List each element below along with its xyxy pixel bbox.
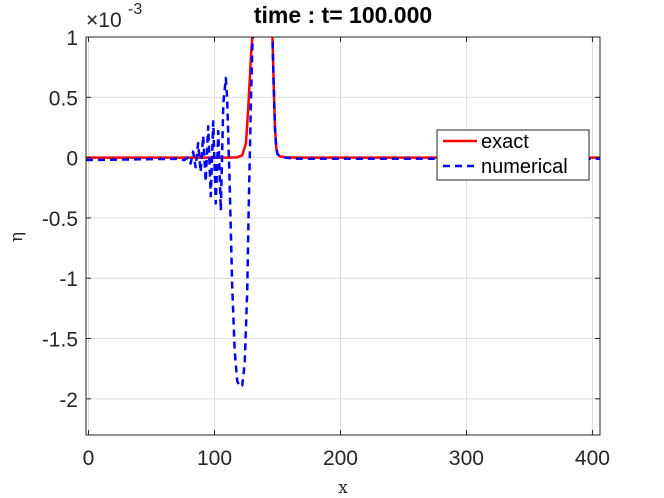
y-tick-label: 1	[66, 27, 78, 50]
x-axis-label: x	[338, 478, 348, 498]
x-tick-label: 0	[83, 447, 95, 470]
y-tick-label: 0.5	[49, 87, 78, 110]
axes-box	[85, 36, 601, 436]
y-tick-label: -0.5	[42, 208, 78, 231]
y-axis-label: η	[7, 232, 27, 242]
y-tick-label: -1	[59, 268, 78, 291]
series-layer	[86, 37, 600, 389]
ticks	[86, 36, 600, 435]
legend: exact numerical	[436, 129, 590, 181]
x-tick-label: 100	[197, 447, 232, 470]
x-tick-label: 400	[575, 447, 610, 470]
series-line-numerical	[86, 37, 600, 389]
y-exponent-base: ×10	[86, 9, 122, 32]
legend-box	[436, 129, 590, 181]
x-tick-labels: 0 100 200 300 400	[83, 447, 610, 470]
y-exponent-power: -3	[128, 1, 142, 18]
series-line-exact	[86, 37, 600, 159]
y-tick-label: 0	[66, 148, 78, 171]
x-tick-label: 300	[449, 447, 484, 470]
y-tick-labels: 1 0.5 0 -0.5 -1 -1.5 -2	[42, 27, 78, 412]
y-tick-label: -1.5	[42, 329, 78, 352]
legend-label-exact: exact	[481, 131, 529, 153]
plot-area	[86, 37, 600, 435]
x-tick-label: 200	[323, 447, 358, 470]
y-tick-label: -2	[59, 389, 78, 412]
legend-label-numerical: numerical	[481, 156, 568, 178]
chart-title: time : t= 100.000	[254, 2, 432, 28]
